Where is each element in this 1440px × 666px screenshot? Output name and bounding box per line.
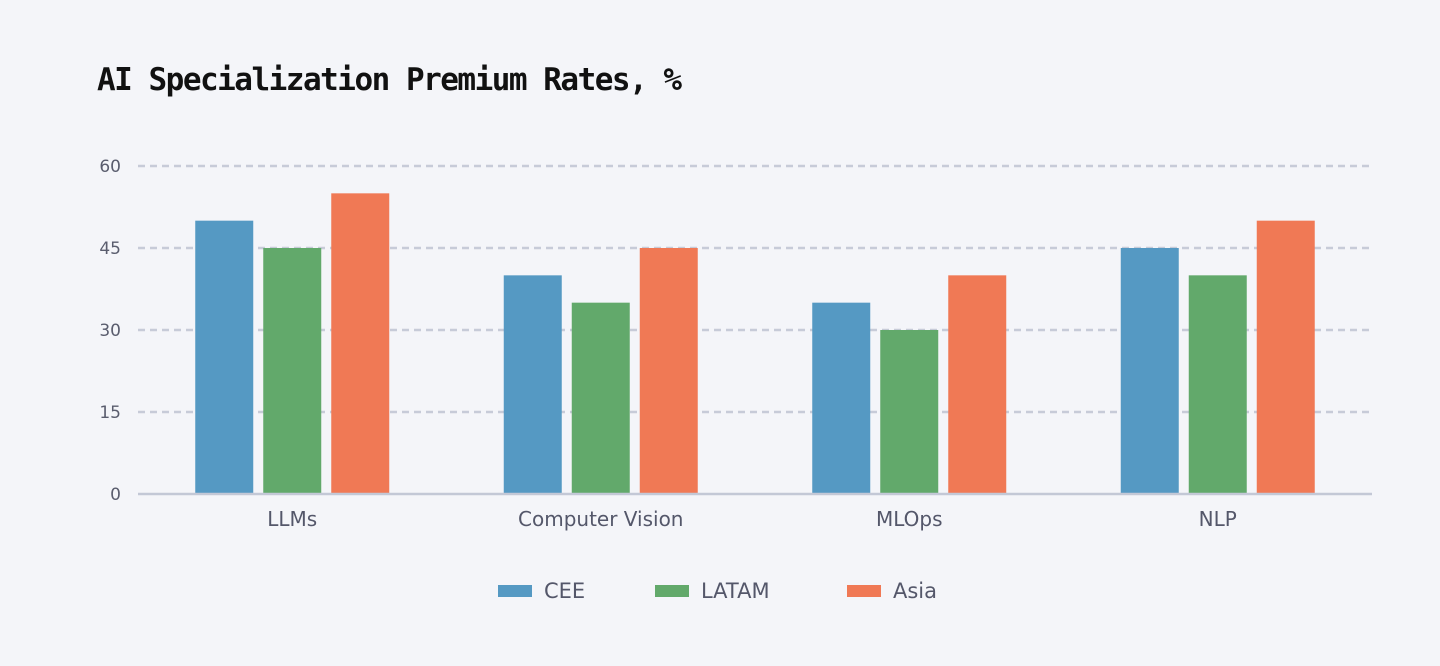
x-tick-label: LLMs xyxy=(267,507,317,531)
y-tick-label: 0 xyxy=(110,485,121,505)
bar-cee xyxy=(1120,248,1179,494)
legend-swatch-asia xyxy=(847,585,881,597)
legend-label-cee: CEE xyxy=(544,579,585,603)
bar-latam xyxy=(1188,275,1247,494)
bar-asia xyxy=(948,275,1007,494)
y-tick-label: 45 xyxy=(99,239,121,259)
y-tick-label: 60 xyxy=(99,157,121,177)
bars xyxy=(195,193,1315,495)
y-axis-ticks: 0 15 30 45 60 xyxy=(99,157,121,505)
bar-asia xyxy=(1256,220,1315,494)
x-axis-labels: LLMs Computer Vision MLOps NLP xyxy=(267,507,1237,531)
legend: CEE LATAM Asia xyxy=(498,579,937,603)
y-tick-label: 15 xyxy=(99,403,121,423)
gridlines xyxy=(138,164,1372,414)
bar-cee xyxy=(503,275,562,494)
bar-latam xyxy=(263,248,322,494)
legend-swatch-cee xyxy=(498,585,532,597)
bar-asia xyxy=(639,248,698,494)
legend-swatch-latam xyxy=(655,585,689,597)
x-tick-label: NLP xyxy=(1199,507,1237,531)
chart-title: AI Specialization Premium Rates, % xyxy=(97,62,682,98)
bar-cee xyxy=(195,220,254,494)
y-tick-label: 30 xyxy=(99,321,121,341)
x-tick-label: Computer Vision xyxy=(518,507,683,531)
legend-label-latam: LATAM xyxy=(701,579,770,603)
legend-label-asia: Asia xyxy=(893,579,937,603)
x-tick-label: MLOps xyxy=(876,507,943,531)
bar-latam xyxy=(571,302,630,494)
bar-latam xyxy=(880,330,939,494)
bar-cee xyxy=(812,302,871,494)
bar-asia xyxy=(331,193,390,495)
